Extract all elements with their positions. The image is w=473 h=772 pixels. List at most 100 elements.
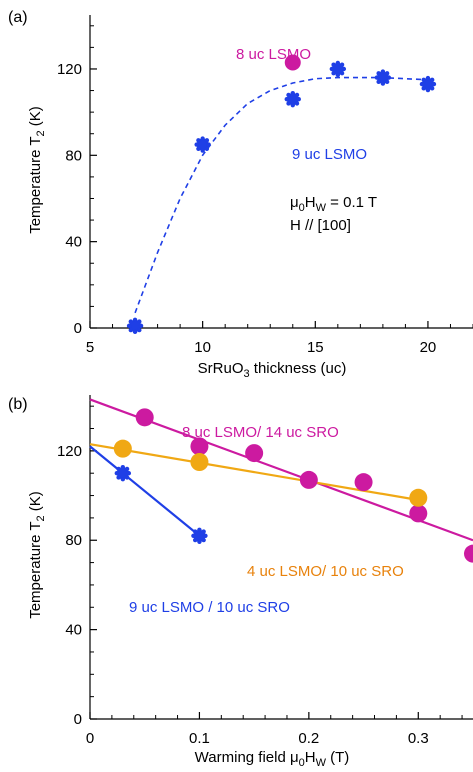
data-point-lobe — [197, 539, 202, 544]
data-point-lobe — [192, 537, 198, 543]
data-point-9uc-lobe — [206, 142, 211, 147]
x-tick-label: 0 — [86, 730, 94, 747]
panel-b-y-axis-label: Temperature T2 (K) — [27, 491, 47, 619]
x-tick-label: 20 — [420, 339, 437, 356]
panel-a-label-9uc: 9 uc LSMO — [292, 146, 367, 163]
y-tick-label: 80 — [65, 147, 82, 164]
data-point-9uc-lobe — [335, 60, 341, 66]
panel-b-label-4uc: 4 uc LSMO/ 10 uc SRO — [247, 563, 404, 580]
data-point-9uc-lobe — [374, 75, 380, 80]
data-point-9uc-lobe — [341, 66, 347, 72]
data-point — [190, 437, 209, 456]
fit-line — [89, 398, 473, 542]
data-point-9uc-lobe — [376, 79, 381, 85]
panel-a-fit-curve — [134, 76, 428, 314]
panel-a-label: (a) — [8, 9, 28, 26]
x-tick-label: 0.2 — [298, 730, 319, 747]
data-point-9uc-lobe — [132, 317, 138, 323]
panel-a: (a) 0 40 80 120 5 10 15 20 SrRuO3 thickness (uc… — [8, 9, 473, 380]
data-point-9uc-lobe — [386, 75, 392, 80]
panel-a-tick-labels: 0 40 80 120 5 10 15 20 — [57, 61, 436, 356]
panel-b: (b) 0 40 80 120 0 0.1 0.2 0.3 Warming field μ0H… — [8, 395, 473, 769]
data-point-9uc-lobe — [284, 96, 289, 102]
data-point — [245, 444, 264, 463]
y-tick-label: 40 — [65, 622, 82, 639]
panel-b-ticks — [89, 405, 463, 720]
data-point-9uc-lobe — [137, 319, 142, 324]
data-point-9uc-lobe — [132, 329, 138, 335]
data-point-9uc-lobe — [204, 146, 210, 151]
data-point-lobe — [114, 471, 120, 476]
x-tick-label: 0.1 — [189, 730, 210, 747]
data-point-9uc-lobe — [425, 75, 431, 81]
data-point-9uc-lobe — [339, 62, 345, 67]
data-point-9uc-lobe — [431, 81, 437, 87]
data-point-9uc-lobe — [419, 81, 425, 87]
data-point-lobe — [201, 529, 206, 534]
data-point-8uc — [284, 54, 301, 71]
panel-a-x-axis-label: SrRuO3 thickness (uc) — [198, 360, 347, 380]
fit-line — [89, 445, 201, 537]
data-point-lobe — [116, 475, 121, 480]
y-tick-label: 80 — [65, 532, 82, 549]
data-point-9uc-lobe — [200, 136, 205, 141]
data-point-9uc-lobe — [384, 79, 390, 85]
data-point-9uc-lobe — [294, 101, 300, 106]
data-point-9uc-lobe — [290, 102, 295, 108]
x-tick-label: 5 — [86, 339, 94, 356]
data-point-lobe — [197, 527, 202, 532]
y-tick-label: 0 — [74, 711, 82, 728]
data-point-9uc-lobe — [196, 138, 201, 143]
data-point-9uc-lobe — [329, 66, 335, 72]
data-point-9uc-lobe — [126, 323, 132, 329]
data-point-lobe — [120, 477, 126, 482]
x-tick-label: 15 — [307, 339, 324, 356]
panel-a-y-axis-label: Temperature T2 (K) — [27, 106, 47, 234]
data-point-9uc-lobe — [194, 142, 199, 147]
y-tick-label: 120 — [57, 443, 82, 460]
data-point-lobe — [191, 533, 196, 538]
panel-b-label-9uc: 9 uc LSMO / 10 uc SRO — [129, 599, 290, 616]
panel-a-points — [126, 54, 437, 335]
data-point-9uc-lobe — [425, 87, 431, 93]
panel-a-field-annotation: μ0HW = 0.1 T — [290, 194, 377, 214]
data-point-9uc-lobe — [331, 71, 336, 76]
data-point — [135, 408, 154, 427]
data-point-9uc-lobe — [286, 92, 291, 98]
data-point-9uc-lobe — [380, 81, 386, 86]
data-point-9uc-lobe — [138, 323, 144, 329]
panel-b-points — [113, 408, 473, 563]
data-point — [409, 488, 428, 507]
data-point-9uc-lobe — [331, 62, 336, 67]
data-point-lobe — [116, 466, 121, 472]
panel-a-direction-annotation: H // [100] — [290, 217, 351, 234]
x-tick-label: 10 — [194, 339, 211, 356]
data-point-lobe — [201, 537, 206, 543]
data-point-9uc-lobe — [296, 96, 301, 102]
data-point-9uc-lobe — [200, 148, 205, 153]
panel-b-label: (b) — [8, 396, 28, 413]
data-point-9uc-lobe — [335, 72, 341, 78]
data-point-lobe — [124, 466, 130, 472]
data-point-9uc-lobe — [429, 86, 435, 91]
data-point-lobe — [126, 471, 132, 476]
data-point-lobe — [124, 475, 130, 480]
data-point-9uc-lobe — [376, 71, 381, 76]
data-point-9uc-lobe — [380, 69, 386, 74]
data-point — [190, 453, 209, 472]
data-point-9uc-lobe — [137, 327, 142, 333]
data-point — [409, 504, 428, 523]
data-point-9uc-lobe — [128, 327, 134, 333]
data-point-9uc-lobe — [421, 86, 426, 91]
data-point — [299, 470, 318, 489]
data-point-9uc-lobe — [286, 101, 291, 106]
panel-a-ticks — [89, 25, 473, 329]
data-point-9uc-lobe — [204, 138, 210, 143]
data-point-9uc-lobe — [290, 90, 295, 96]
x-tick-label: 0.3 — [408, 730, 429, 747]
y-tick-label: 0 — [74, 320, 82, 337]
data-point-lobe — [203, 533, 208, 538]
data-point-lobe — [192, 529, 198, 534]
data-point-9uc-lobe — [196, 146, 201, 151]
